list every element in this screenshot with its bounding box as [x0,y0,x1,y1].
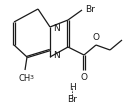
Text: O: O [81,73,88,82]
Text: Br: Br [85,6,95,14]
Text: 3: 3 [29,75,33,80]
Text: CH: CH [19,74,31,83]
Text: O: O [93,33,100,42]
Text: N: N [53,51,60,60]
Text: N: N [53,24,60,33]
Text: H: H [69,83,75,92]
Text: Br: Br [67,95,77,105]
